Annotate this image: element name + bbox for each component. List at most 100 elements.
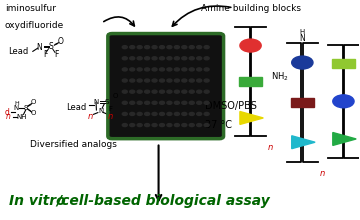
Circle shape xyxy=(292,56,313,69)
Circle shape xyxy=(137,57,142,60)
Text: H: H xyxy=(14,101,19,106)
Circle shape xyxy=(167,101,172,104)
Text: oxydifluoride: oxydifluoride xyxy=(5,21,64,30)
Text: In vitro: In vitro xyxy=(9,194,65,208)
Circle shape xyxy=(174,46,179,49)
FancyBboxPatch shape xyxy=(108,33,224,139)
Polygon shape xyxy=(333,132,356,145)
Circle shape xyxy=(145,68,150,71)
Circle shape xyxy=(130,101,135,104)
Circle shape xyxy=(174,57,179,60)
Circle shape xyxy=(152,112,157,116)
Circle shape xyxy=(145,124,150,126)
Circle shape xyxy=(182,124,187,126)
Circle shape xyxy=(197,101,202,104)
Circle shape xyxy=(159,46,165,49)
Circle shape xyxy=(159,112,165,116)
Text: F: F xyxy=(54,50,58,59)
Circle shape xyxy=(145,101,150,104)
Text: Lead: Lead xyxy=(66,103,86,112)
Circle shape xyxy=(174,90,179,93)
Circle shape xyxy=(204,46,209,49)
FancyArrowPatch shape xyxy=(172,6,231,26)
Circle shape xyxy=(122,46,127,49)
Circle shape xyxy=(197,79,202,82)
Polygon shape xyxy=(292,136,315,149)
Text: Diversified analogs: Diversified analogs xyxy=(30,140,117,149)
Circle shape xyxy=(152,124,157,126)
Circle shape xyxy=(137,101,142,104)
Circle shape xyxy=(137,79,142,82)
Circle shape xyxy=(122,124,127,126)
Text: /cell-based biological assay: /cell-based biological assay xyxy=(57,194,270,208)
Circle shape xyxy=(122,112,127,116)
Circle shape xyxy=(189,90,194,93)
Circle shape xyxy=(167,112,172,116)
Circle shape xyxy=(130,124,135,126)
Circle shape xyxy=(130,79,135,82)
Text: d: d xyxy=(5,108,10,117)
Bar xyxy=(332,59,355,68)
Circle shape xyxy=(204,68,209,71)
Circle shape xyxy=(159,90,165,93)
Circle shape xyxy=(167,90,172,93)
Circle shape xyxy=(240,39,261,52)
Circle shape xyxy=(189,68,194,71)
Circle shape xyxy=(174,112,179,116)
Text: O: O xyxy=(113,93,118,99)
Circle shape xyxy=(189,112,194,116)
Circle shape xyxy=(197,90,202,93)
Circle shape xyxy=(204,101,209,104)
Circle shape xyxy=(174,68,179,71)
Text: n: n xyxy=(88,112,93,121)
Circle shape xyxy=(182,57,187,60)
Circle shape xyxy=(137,90,142,93)
Circle shape xyxy=(130,112,135,116)
Circle shape xyxy=(204,90,209,93)
Circle shape xyxy=(145,90,150,93)
Circle shape xyxy=(122,101,127,104)
Text: O: O xyxy=(31,99,36,105)
Circle shape xyxy=(159,101,165,104)
Circle shape xyxy=(159,124,165,126)
Text: n: n xyxy=(267,143,273,152)
Circle shape xyxy=(204,79,209,82)
Circle shape xyxy=(182,46,187,49)
Circle shape xyxy=(152,57,157,60)
Text: N: N xyxy=(94,99,99,105)
Circle shape xyxy=(122,57,127,60)
Text: Amine building blocks: Amine building blocks xyxy=(202,4,301,13)
Text: n: n xyxy=(107,112,113,121)
Circle shape xyxy=(182,112,187,116)
Circle shape xyxy=(152,68,157,71)
Circle shape xyxy=(167,124,172,126)
Circle shape xyxy=(197,46,202,49)
Text: O: O xyxy=(58,37,64,46)
Text: F: F xyxy=(109,106,113,112)
Circle shape xyxy=(182,101,187,104)
Circle shape xyxy=(333,95,354,108)
Circle shape xyxy=(197,68,202,71)
Text: n: n xyxy=(5,112,10,121)
Circle shape xyxy=(197,57,202,60)
Circle shape xyxy=(130,57,135,60)
Text: S: S xyxy=(48,42,53,51)
Text: NH$_2$: NH$_2$ xyxy=(271,70,289,82)
Text: 37 °C: 37 °C xyxy=(205,120,232,130)
Circle shape xyxy=(197,112,202,116)
Circle shape xyxy=(152,79,157,82)
Circle shape xyxy=(145,57,150,60)
Circle shape xyxy=(152,90,157,93)
Text: H: H xyxy=(300,29,305,35)
Circle shape xyxy=(204,112,209,116)
Circle shape xyxy=(174,79,179,82)
Circle shape xyxy=(130,46,135,49)
Text: O: O xyxy=(31,110,36,116)
Circle shape xyxy=(159,68,165,71)
Circle shape xyxy=(189,101,194,104)
Circle shape xyxy=(189,124,194,126)
Circle shape xyxy=(189,79,194,82)
Circle shape xyxy=(145,112,150,116)
Text: F: F xyxy=(43,50,47,59)
Circle shape xyxy=(204,57,209,60)
